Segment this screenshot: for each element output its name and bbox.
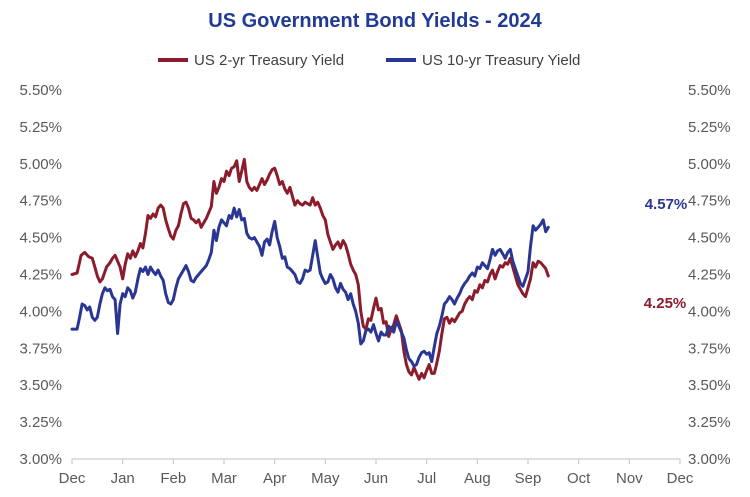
y-tick-right-label: 4.00% xyxy=(688,303,731,320)
y-tick-left-label: 5.25% xyxy=(19,119,62,136)
y-tick-left-label: 3.75% xyxy=(19,340,62,357)
y-tick-left-label: 5.50% xyxy=(19,82,62,99)
end-label-us10: 4.57% xyxy=(645,196,688,213)
x-tick-label: Apr xyxy=(263,470,286,487)
y-tick-right-label: 4.25% xyxy=(688,267,731,284)
y-tick-left-label: 4.00% xyxy=(19,303,62,320)
x-axis: Dec Jan Feb Mar Apr May Jun Jul Aug Sep Oct Nov Dec xyxy=(59,459,694,487)
legend-label-us10: US 10-yr Treasury Yield xyxy=(422,52,580,69)
x-tick-label: Jun xyxy=(364,470,388,487)
y-axis-right-ticks: 3.00% 3.25% 3.50% 3.75% 4.00% 4.25% 4.50% 4.75%… xyxy=(688,82,731,468)
y-tick-right-label: 4.75% xyxy=(688,193,731,210)
y-tick-right-label: 5.50% xyxy=(688,82,731,99)
series-line-us10 xyxy=(72,208,548,366)
y-tick-left-label: 3.00% xyxy=(19,451,62,468)
y-tick-left-label: 3.25% xyxy=(19,414,62,431)
chart-title: US Government Bond Yields - 2024 xyxy=(208,10,542,32)
series-layer xyxy=(72,159,548,379)
y-tick-left-label: 4.75% xyxy=(19,193,62,210)
y-tick-right-label: 4.50% xyxy=(688,230,731,247)
x-tick-label: Jul xyxy=(417,470,436,487)
x-tick-label: Feb xyxy=(160,470,186,487)
x-tick-label: May xyxy=(311,470,340,487)
x-tick-label: Mar xyxy=(211,470,237,487)
bond-yields-chart: US Government Bond Yields - 2024 US 2-yr… xyxy=(0,0,750,497)
y-axis-left-ticks: 3.00% 3.25% 3.50% 3.75% 4.00% 4.25% 4.50% 4.75%… xyxy=(19,82,62,468)
x-tick-label: Sep xyxy=(515,470,542,487)
x-tick-label: Nov xyxy=(616,470,643,487)
x-tick-label: Dec xyxy=(59,470,86,487)
y-tick-left-label: 5.00% xyxy=(19,156,62,173)
y-tick-left-label: 4.25% xyxy=(19,267,62,284)
legend: US 2-yr Treasury Yield US 10-yr Treasury… xyxy=(158,52,580,69)
x-tick-label: Oct xyxy=(567,470,591,487)
x-tick-label: Jan xyxy=(111,470,135,487)
end-label-us2: 4.25% xyxy=(644,295,687,312)
y-tick-right-label: 5.00% xyxy=(688,156,731,173)
y-tick-right-label: 3.25% xyxy=(688,414,731,431)
legend-label-us2: US 2-yr Treasury Yield xyxy=(194,52,344,69)
x-tick-label: Aug xyxy=(464,470,491,487)
y-tick-right-label: 3.75% xyxy=(688,340,731,357)
x-tick-label: Dec xyxy=(667,470,694,487)
y-tick-left-label: 3.50% xyxy=(19,377,62,394)
y-tick-right-label: 3.50% xyxy=(688,377,731,394)
y-tick-right-label: 5.25% xyxy=(688,119,731,136)
y-tick-right-label: 3.00% xyxy=(688,451,731,468)
y-tick-left-label: 4.50% xyxy=(19,230,62,247)
